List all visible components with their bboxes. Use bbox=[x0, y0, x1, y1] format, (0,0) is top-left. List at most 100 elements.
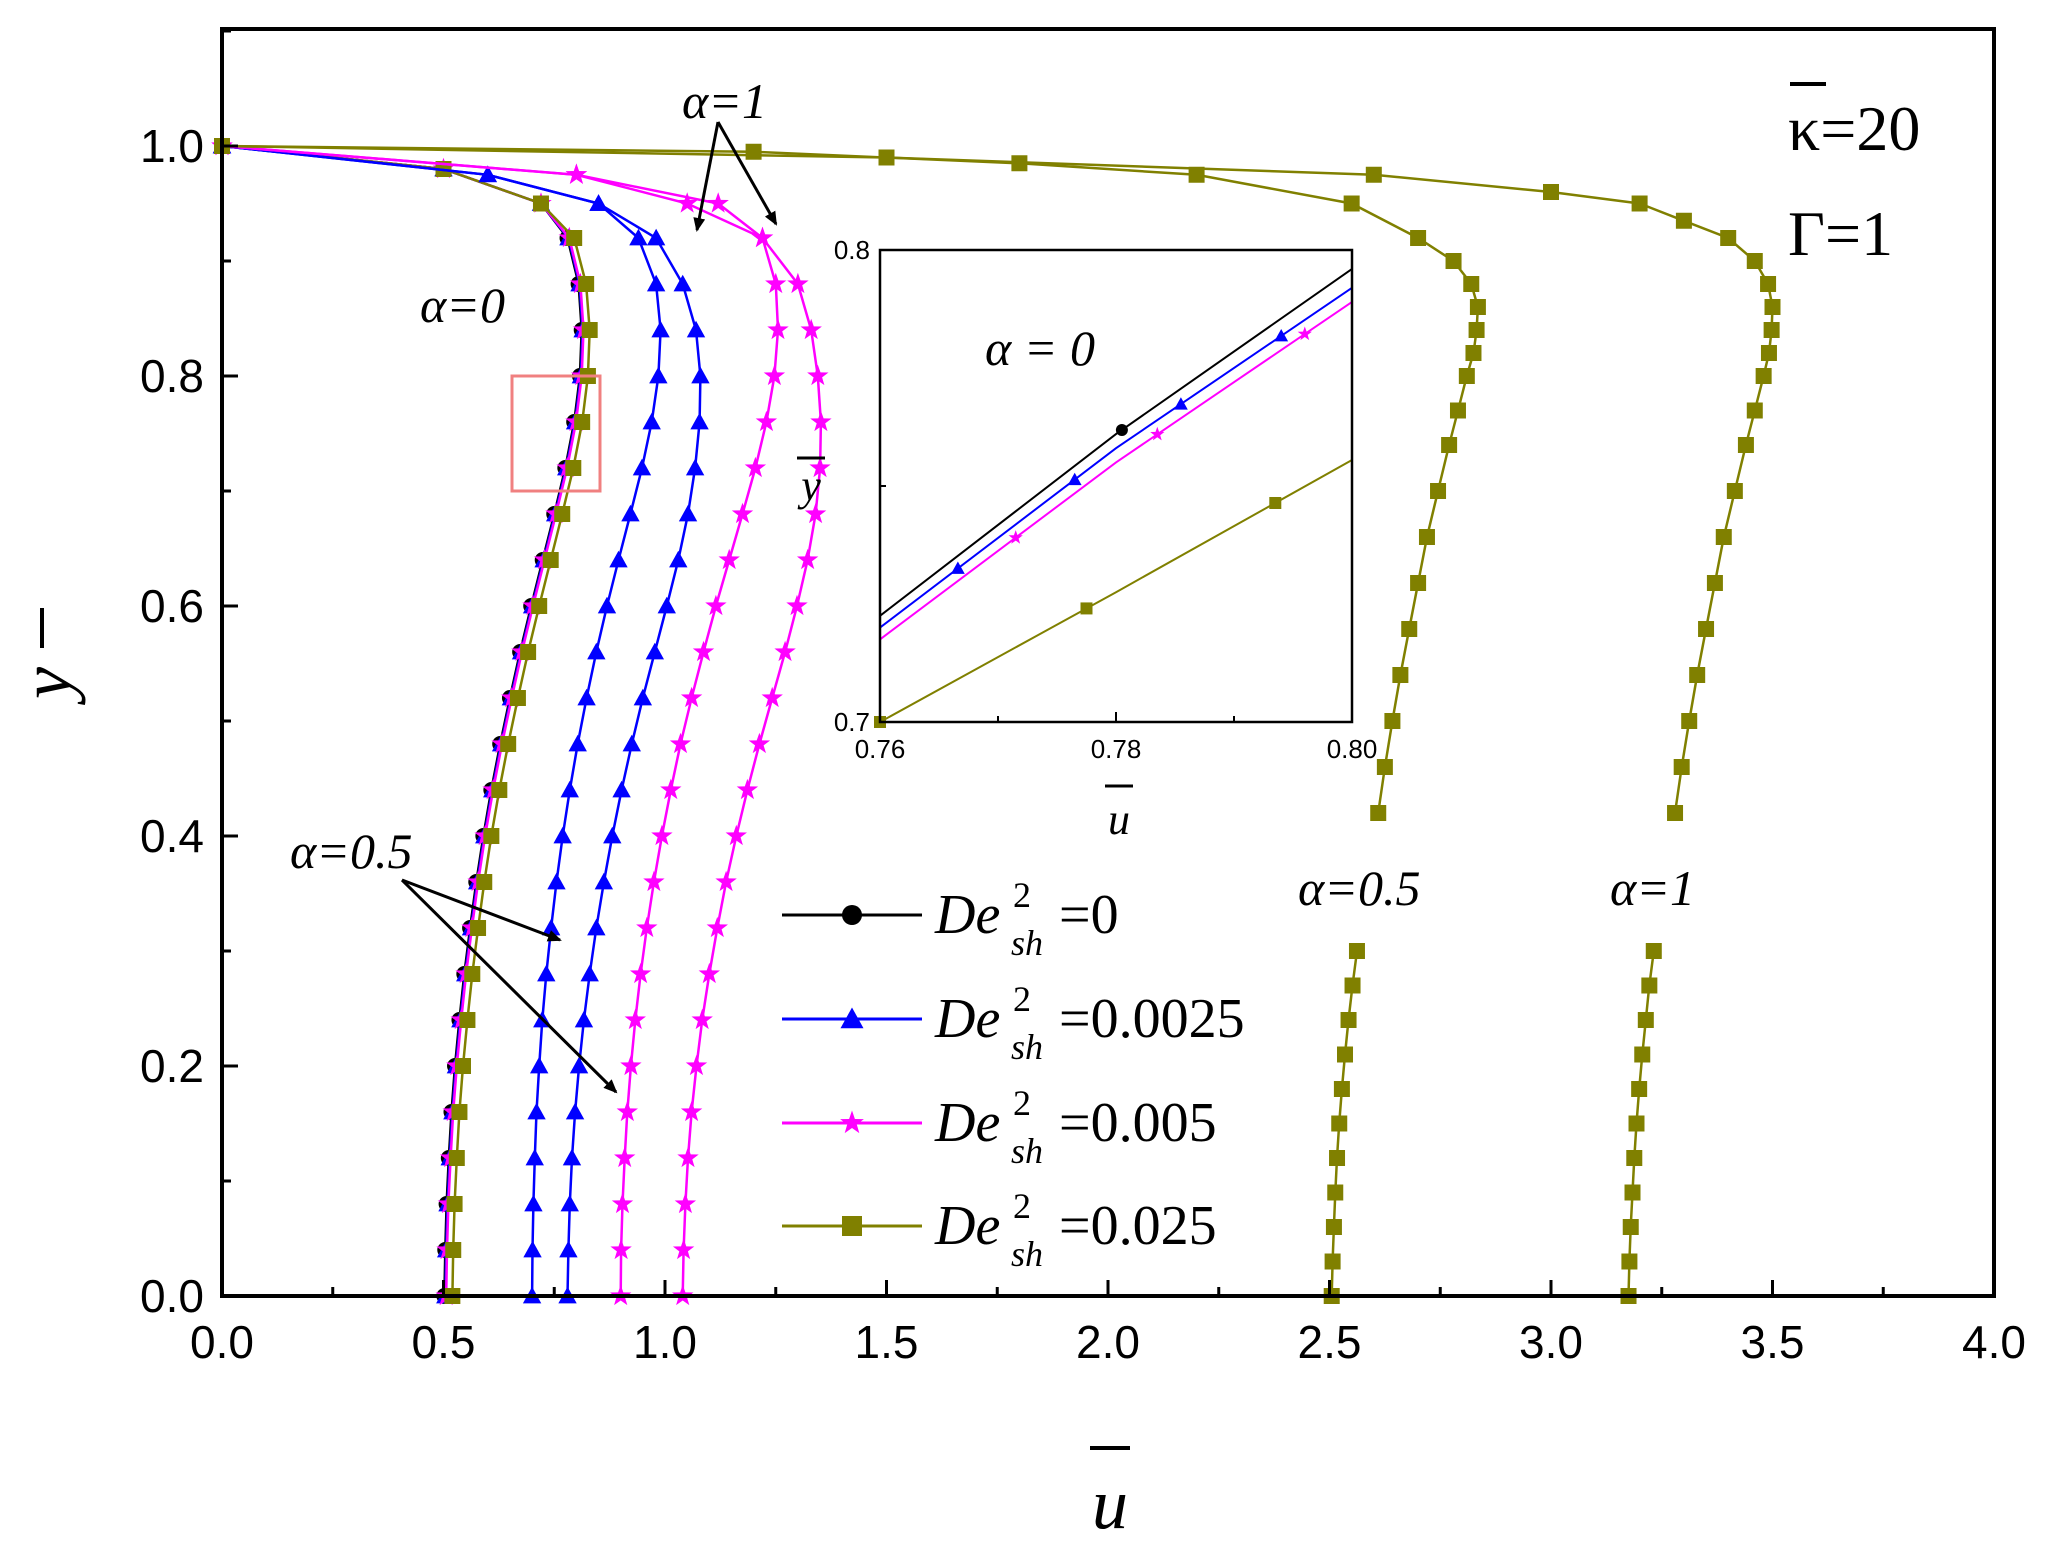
data-point bbox=[520, 644, 537, 660]
data-point bbox=[651, 824, 673, 846]
data-point bbox=[744, 456, 767, 478]
legend-item: De 2 sh =0.005 bbox=[782, 1083, 1217, 1171]
data-point bbox=[454, 1058, 471, 1074]
data-point bbox=[763, 364, 786, 386]
data-point bbox=[706, 916, 728, 938]
y-tick-label: 0.4 bbox=[140, 810, 204, 862]
data-point bbox=[491, 782, 508, 798]
data-point bbox=[680, 686, 703, 708]
data-point bbox=[1631, 1081, 1648, 1097]
data-point bbox=[651, 320, 670, 338]
data-point bbox=[1746, 253, 1763, 269]
data-point bbox=[568, 734, 587, 752]
y-tick-label: 1.0 bbox=[140, 120, 204, 172]
data-point bbox=[1327, 1184, 1344, 1201]
data-point bbox=[649, 366, 668, 384]
data-point bbox=[1667, 805, 1684, 821]
data-point bbox=[645, 642, 665, 660]
data-point bbox=[580, 964, 599, 982]
data-point bbox=[603, 826, 622, 844]
x-tick-label: 0.0 bbox=[190, 1316, 254, 1368]
data-point bbox=[1720, 230, 1737, 246]
legend-sup: 2 bbox=[1013, 1083, 1031, 1123]
data-point bbox=[800, 318, 822, 340]
data-point bbox=[1737, 437, 1754, 453]
data-point bbox=[636, 916, 658, 938]
data-point bbox=[1637, 1012, 1654, 1028]
data-point bbox=[1458, 368, 1475, 384]
data-point bbox=[589, 194, 608, 211]
data-point bbox=[451, 1104, 468, 1120]
inset-data-point bbox=[1297, 326, 1312, 341]
inset-alpha-label: α = 0 bbox=[985, 320, 1095, 376]
x-axis-title: u bbox=[1090, 1446, 1130, 1542]
data-point bbox=[624, 1008, 646, 1030]
data-point bbox=[1764, 299, 1781, 315]
data-point bbox=[677, 1146, 699, 1168]
data-point bbox=[478, 165, 497, 183]
main-axes-group: 0.0 0.5 1.0 1.5 2.0 2.5 3.0 3.5 4.0 0.0 0.2 0.4 0.6 0… bbox=[140, 29, 2026, 1368]
data-point bbox=[1401, 621, 1418, 637]
data-point bbox=[673, 274, 692, 292]
data-point bbox=[1634, 1046, 1651, 1063]
data-point bbox=[1329, 1150, 1346, 1166]
inset-data-point bbox=[1274, 329, 1289, 342]
y-tick-label: 0.6 bbox=[140, 580, 204, 632]
data-point bbox=[646, 274, 666, 292]
data-point bbox=[446, 1196, 463, 1212]
data-point bbox=[622, 734, 641, 752]
inset-data-point bbox=[1080, 602, 1093, 615]
data-point bbox=[1333, 1081, 1350, 1097]
data-point bbox=[767, 318, 789, 340]
series-7 bbox=[211, 134, 832, 1306]
data-point bbox=[1621, 1253, 1638, 1270]
x-tick-label: 1.5 bbox=[855, 1316, 919, 1368]
data-point bbox=[1675, 212, 1692, 229]
data-point bbox=[646, 228, 666, 246]
data-point bbox=[669, 732, 692, 754]
data-point bbox=[577, 688, 596, 706]
data-point bbox=[1449, 402, 1466, 419]
legend-sup: 2 bbox=[1013, 875, 1031, 915]
data-point bbox=[705, 594, 727, 616]
y-tick-label: 0.8 bbox=[140, 350, 204, 402]
data-point bbox=[642, 412, 661, 430]
alpha-05-arrow-blue bbox=[401, 878, 562, 942]
data-point bbox=[1430, 483, 1447, 499]
series-8 bbox=[1323, 943, 1365, 1304]
data-point bbox=[807, 364, 829, 386]
data-point bbox=[629, 228, 648, 246]
data-point bbox=[445, 1242, 462, 1258]
legend-sup: 2 bbox=[1013, 1186, 1031, 1226]
series-5 bbox=[212, 136, 710, 1304]
data-point bbox=[633, 688, 653, 706]
legend: De 2 sh =0 De 2 sh =0.0025 De 2 sh =0.005 De 2 sh =0.02… bbox=[782, 875, 1245, 1274]
data-point bbox=[1628, 1115, 1645, 1132]
data-point bbox=[542, 552, 559, 568]
data-point bbox=[569, 1056, 589, 1074]
legend-sub: sh bbox=[1011, 1131, 1043, 1171]
data-point bbox=[1689, 667, 1706, 683]
legend-sub: sh bbox=[1011, 1027, 1043, 1067]
inset-data-point bbox=[1115, 423, 1128, 436]
data-point bbox=[525, 1148, 544, 1166]
data-point bbox=[1760, 345, 1777, 361]
x-tick-label: 1.0 bbox=[633, 1316, 697, 1368]
data-point bbox=[1344, 977, 1361, 994]
data-point bbox=[594, 872, 614, 890]
data-point bbox=[1726, 483, 1743, 499]
data-point bbox=[685, 1054, 708, 1076]
inset-y-tick-label: 0.7 bbox=[834, 707, 870, 737]
inset-data-point bbox=[950, 561, 965, 574]
legend-de: De bbox=[934, 1195, 1000, 1257]
data-point bbox=[1188, 166, 1205, 183]
data-point bbox=[574, 414, 591, 430]
data-point bbox=[1706, 575, 1723, 591]
data-point bbox=[1337, 1046, 1354, 1063]
data-point bbox=[448, 1150, 465, 1166]
data-point bbox=[553, 826, 572, 844]
data-point bbox=[1755, 368, 1772, 384]
data-point bbox=[620, 1054, 642, 1076]
alpha-1-arrow-magenta bbox=[716, 121, 778, 226]
